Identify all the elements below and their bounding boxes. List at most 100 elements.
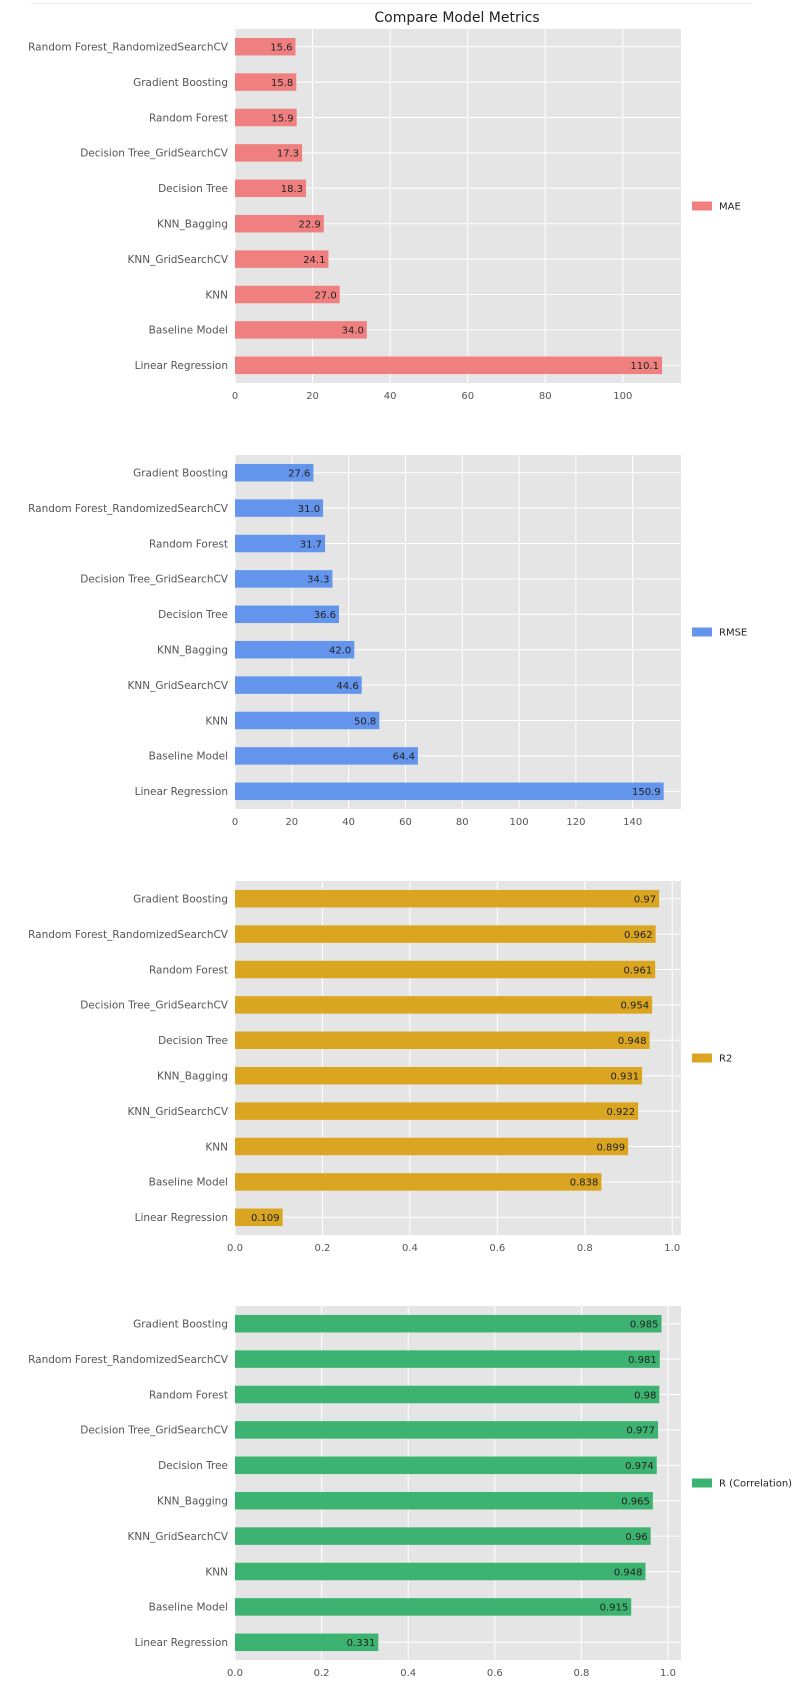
x-tick-label: 0.4 [400,1668,416,1679]
category-label: KNN_GridSearchCV [128,1106,229,1118]
x-tick-label: 0.4 [402,1243,418,1254]
bar [235,534,326,553]
bar-value-label: 0.899 [596,1142,625,1153]
category-label: Decision Tree_GridSearchCV [80,574,229,586]
bar-value-label: 0.985 [630,1320,659,1331]
category-label: KNN_GridSearchCV [128,1531,229,1543]
bar-value-label: 0.948 [618,1036,647,1047]
bar [235,356,662,375]
x-tick-label: 0.8 [573,1668,589,1679]
bar [235,144,303,162]
bar-value-label: 27.0 [314,290,336,301]
bar [235,463,314,482]
bar [235,1456,657,1475]
category-label: Linear Regression [135,1212,228,1224]
bar-value-label: 34.0 [342,326,364,337]
x-tick-label: 0 [232,391,238,402]
panel-mae: 0 20 40 60 80 100 15.6 Random Forest_Randomized… [28,29,741,402]
bar-value-label: 18.3 [281,184,303,195]
category-label: Baseline Model [149,325,228,337]
legend-swatch [692,201,712,211]
bar [235,250,329,268]
x-tick-label: 0.2 [314,1243,330,1254]
bar [235,1173,602,1191]
bar-value-label: 0.915 [600,1603,629,1614]
category-label: Random Forest_RandomizedSearchCV [28,929,229,941]
bar [235,1102,639,1120]
category-label: Decision Tree_GridSearchCV [80,1000,229,1012]
bar-value-label: 27.6 [288,469,310,480]
x-tick-label: 60 [461,391,474,402]
category-label: KNN_GridSearchCV [128,254,229,266]
x-tick-label: 80 [539,391,552,402]
bar-value-label: 15.8 [271,78,293,89]
category-label: Random Forest [149,538,228,550]
category-label: Random Forest_RandomizedSearchCV [28,503,229,515]
category-label: Decision Tree [158,609,228,621]
x-tick-label: 0.6 [487,1668,503,1679]
category-label: KNN_Bagging [157,1071,228,1083]
bar [235,996,653,1014]
x-tick-label: 1.0 [660,1668,676,1679]
bar-value-label: 0.948 [614,1567,643,1578]
category-label: Gradient Boosting [133,77,228,89]
category-label: KNN [205,1566,228,1578]
category-label: Gradient Boosting [133,1319,228,1331]
category-label: KNN_GridSearchCV [128,680,229,692]
bar-value-label: 0.965 [621,1497,650,1508]
bar-value-label: 24.1 [303,255,325,266]
category-label: Gradient Boosting [133,468,228,480]
x-tick-label: 0.8 [577,1243,593,1254]
bar [235,499,324,517]
category-label: KNN [205,715,228,727]
bar [235,37,296,56]
bar [235,285,340,304]
bar-value-label: 0.974 [625,1461,654,1472]
bar [235,1491,653,1510]
bar [235,1385,660,1404]
bar-value-label: 42.0 [329,646,351,657]
x-tick-label: 0.0 [227,1668,243,1679]
x-tick-label: 0.0 [227,1243,243,1254]
bar-value-label: 0.109 [251,1213,280,1224]
category-label: Decision Tree [158,1460,228,1472]
x-tick-label: 100 [510,817,529,828]
x-tick-label: 0.2 [314,1668,330,1679]
bar-value-label: 50.8 [354,716,376,727]
bar-value-label: 0.961 [624,965,653,976]
bar [235,711,380,730]
legend-label: MAE [719,202,741,213]
bar [235,73,297,91]
bar-value-label: 17.3 [277,149,299,160]
figure-title: Compare Model Metrics [374,10,539,26]
bar [235,889,660,908]
bar [235,960,656,979]
category-label: Random Forest_RandomizedSearchCV [28,1354,229,1366]
bar [235,214,324,233]
bar [235,1066,643,1085]
x-tick-label: 100 [613,391,632,402]
category-label: Random Forest [149,112,228,124]
bar-value-label: 0.97 [634,895,656,906]
bar [235,676,362,694]
legend-label: RMSE [719,628,747,639]
x-tick-label: 20 [306,391,319,402]
bar-value-label: 15.9 [271,113,293,124]
bar-value-label: 34.3 [307,575,329,586]
bar-value-label: 0.981 [628,1355,657,1366]
category-label: Decision Tree_GridSearchCV [80,148,229,160]
category-label: Linear Regression [135,360,228,372]
bar [235,1208,283,1227]
bar-value-label: 0.96 [625,1532,647,1543]
bar [235,1633,379,1652]
category-label: Baseline Model [149,1177,228,1189]
bar [235,640,355,659]
bar [235,1137,629,1156]
x-tick-label: 0.6 [489,1243,505,1254]
category-label: KNN [205,289,228,301]
panel-r2: 0.0 0.2 0.4 0.6 0.8 1.0 0.97 Gradient Boosting 0… [28,881,732,1254]
bar-value-label: 110.1 [630,361,659,372]
bar-value-label: 22.9 [299,220,321,231]
x-tick-label: 20 [285,817,298,828]
category-label: Random Forest_RandomizedSearchCV [28,42,229,54]
